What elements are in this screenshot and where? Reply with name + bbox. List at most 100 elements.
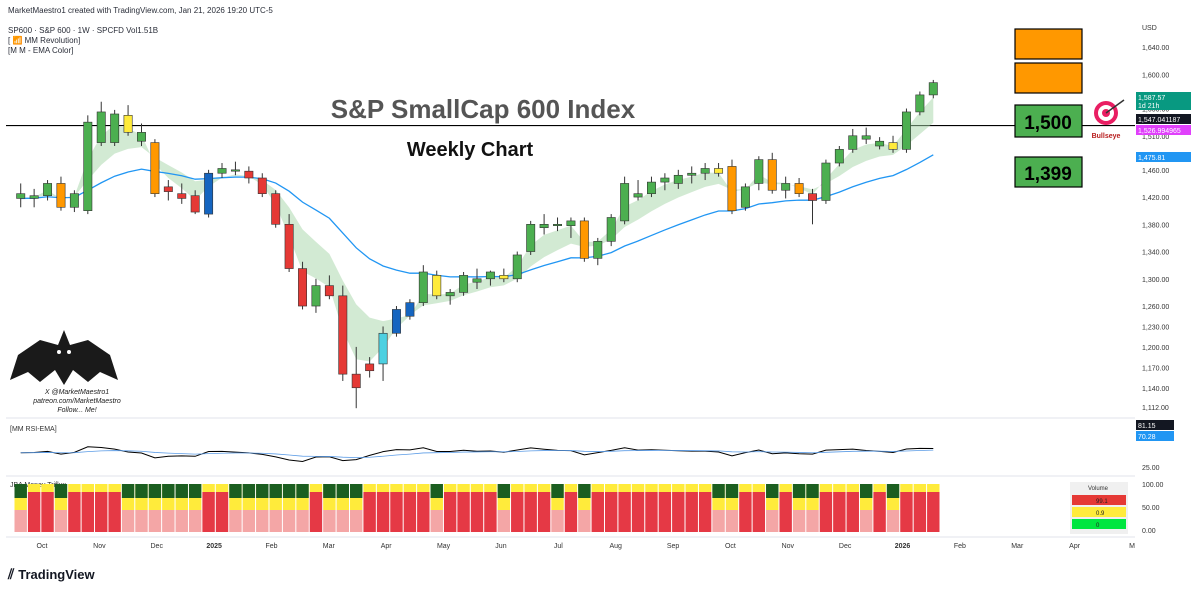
flow-bar-green — [175, 484, 188, 498]
candle-body — [566, 220, 576, 226]
x-tick-label: Feb — [954, 543, 966, 550]
candle-body — [459, 275, 469, 293]
flow-bar-yellow — [645, 484, 658, 492]
chart-title: S&P SmallCap 600 Index — [331, 94, 636, 124]
flow-bar-yellow — [900, 484, 913, 492]
candle-body — [740, 186, 750, 208]
flow-tick: 100.00 — [1142, 482, 1164, 489]
flow-bar-yellow — [417, 484, 430, 492]
flow-bar-red — [470, 492, 484, 532]
candle-body — [633, 193, 643, 198]
candle-body — [512, 254, 522, 280]
flow-bar-red — [175, 510, 188, 532]
flow-bar-red — [215, 492, 229, 532]
candle-body — [230, 169, 240, 172]
flow-bar-yellow — [819, 484, 833, 492]
price-label: 1,526.994965 — [1138, 128, 1181, 135]
candle-body — [217, 168, 227, 174]
y-tick-label: 1,140.00 — [1142, 386, 1169, 393]
candle-body — [901, 111, 911, 150]
flow-bar-red — [376, 492, 390, 532]
candle-body — [338, 295, 348, 375]
candle-body — [56, 183, 66, 208]
candle-body — [754, 159, 764, 184]
candle-body — [848, 135, 858, 150]
candle-body — [190, 195, 200, 213]
candle-body — [69, 193, 79, 208]
price-label: 1,475.81 — [1138, 155, 1165, 162]
flow-bar-yellow — [752, 484, 766, 492]
x-tick-label: Jun — [495, 543, 506, 550]
flow-bar-red — [779, 492, 792, 532]
flow-bar-yellow — [618, 484, 631, 492]
flow-bar-red — [833, 492, 846, 532]
flow-bar-red — [202, 492, 215, 532]
flow-bar-red — [296, 510, 309, 532]
candle-body — [647, 181, 656, 194]
rsi-ema-line — [20, 449, 934, 459]
flow-bar-red — [698, 492, 712, 532]
price-label: 1,587.57 — [1138, 95, 1165, 102]
flow-bar-green — [148, 484, 162, 498]
flow-legend-swatch — [1072, 519, 1126, 529]
candle-body — [123, 115, 133, 133]
candle-body — [418, 271, 428, 303]
candle-body — [875, 140, 885, 147]
flow-bar-green — [242, 484, 256, 498]
flow-bar-yellow — [511, 484, 524, 492]
bullseye-icon — [1094, 99, 1125, 125]
flow-bar-red — [41, 492, 54, 532]
x-tick-label: Nov — [782, 543, 795, 550]
flow-bar-yellow — [390, 484, 403, 492]
flow-bar-green — [269, 484, 282, 498]
flow-bar-red — [457, 492, 470, 532]
header-symbol: SP600 · S&P 600 · 1W · SPCFD Vol1.51B — [8, 26, 159, 35]
flow-bar-red — [873, 492, 886, 532]
flow-bar-yellow — [81, 484, 95, 492]
candle-body — [324, 285, 334, 297]
candle-body — [311, 285, 321, 307]
orange-target-box-2 — [1014, 62, 1083, 94]
flow-bar-red — [135, 510, 148, 532]
flow-bar-red — [68, 492, 81, 532]
flow-bar-red — [54, 510, 68, 532]
flow-bar-yellow — [403, 484, 417, 492]
candle-body — [526, 224, 536, 252]
candle-body — [673, 174, 683, 184]
flow-bar-red — [95, 492, 108, 532]
flow-bar-yellow — [524, 484, 537, 492]
candle-body — [915, 94, 925, 113]
x-tick-label: Aug — [609, 543, 622, 550]
bat-credit-line-2: patreon.com/MarketMaestro — [33, 398, 121, 405]
flow-bar-red — [390, 492, 403, 532]
flow-bar-red — [336, 510, 350, 532]
x-tick-label: Nov — [93, 543, 106, 550]
x-tick-label: Dec — [151, 543, 164, 550]
flow-bar-green — [282, 484, 296, 498]
tradingview-logo[interactable]: ⫽ TradingView — [8, 566, 95, 583]
price-label: 1,547.041187 — [1138, 117, 1180, 124]
candle-body — [499, 275, 509, 280]
flow-bar-red — [269, 510, 282, 532]
flow-bar-red — [511, 492, 524, 532]
flow-bar-yellow — [443, 484, 457, 492]
flow-bar-green — [859, 484, 873, 498]
bat-credit-line-1: X @MarketMaestro1 — [44, 389, 110, 396]
x-tick-label: Mar — [1011, 543, 1024, 550]
candle-body — [834, 149, 844, 164]
x-tick-label: 2026 — [895, 543, 911, 550]
rsi-value: 81.15 — [1138, 423, 1156, 430]
flow-bar-red — [363, 492, 376, 532]
rsi-value-bg — [1136, 420, 1174, 430]
bat-credit: X @MarketMaestro1 patreon.com/MarketMaes… — [32, 388, 122, 415]
y-tick-label: 1,510.00 — [1142, 134, 1169, 141]
flow-bar-yellow — [591, 484, 604, 492]
ema-ribbon — [20, 97, 934, 362]
candle-body — [808, 193, 817, 201]
flow-bar-red — [282, 510, 296, 532]
flow-bar-yellow — [108, 484, 121, 492]
flow-bar-yellow — [739, 484, 752, 492]
candle-body — [579, 220, 589, 259]
flow-bar-green — [578, 484, 591, 498]
header-indicator-ema: [M M - EMA Color] — [8, 46, 74, 55]
